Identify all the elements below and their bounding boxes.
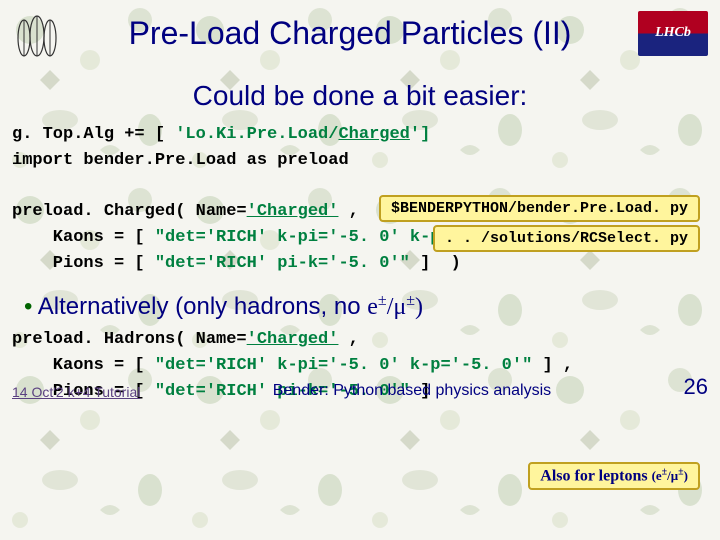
code-text: Kaons = [ [12, 228, 155, 247]
symbol: ) [415, 294, 423, 320]
callout-text: Also for leptons [540, 467, 651, 484]
code-text: , [338, 330, 358, 349]
page-title: Pre-Load Charged Particles (II) [62, 15, 638, 52]
footer: 14 Oct'2 k+4 Tutorial Bender: Python bas… [0, 374, 720, 400]
code-string: 'Charged' [247, 330, 339, 349]
bullet-alternative: • Alternatively (only hadrons, no e±/μ±) [0, 278, 720, 327]
logo-right: LHCb [638, 11, 708, 56]
code-block-1: g. Top.Alg += [ 'Lo.Ki.Pre.Load/Charged'… [0, 122, 720, 175]
code-string: 'Charged' [247, 202, 339, 221]
code-string: "det='RICH' pi-k='-5. 0'" [155, 254, 410, 273]
code-text: preload. Hadrons( Name= [12, 330, 247, 349]
symbol: ± [406, 292, 415, 309]
code-text: g. Top.Alg += [ [12, 125, 175, 144]
logo-right-top: LHCb [655, 25, 691, 41]
logo-left [12, 8, 62, 58]
symbol: e [367, 294, 378, 320]
code-text: ] ) [410, 254, 461, 273]
symbol: /μ [387, 294, 407, 320]
callout-path-1: $BENDERPYTHON/bender.Pre.Load. py [379, 195, 700, 222]
code-string: '] [410, 125, 430, 144]
code-text: preload. Charged( Name= [12, 202, 247, 221]
code-text: Pions = [ [12, 254, 155, 273]
callout-leptons: Also for leptons (e±/μ±) [528, 462, 700, 490]
bullet-text: Alternatively (only hadrons, no [38, 293, 368, 320]
code-text: import bender.Pre.Load as preload [12, 148, 708, 174]
header: Pre-Load Charged Particles (II) LHCb [0, 0, 720, 62]
code-text: ] , [532, 356, 573, 375]
subtitle: Could be done a bit easier: [0, 80, 720, 112]
symbol: ± [378, 292, 387, 309]
code-string: 'Lo.Ki.Pre.Load/ [175, 125, 338, 144]
footer-title: Bender: Python based physics analysis [140, 382, 683, 400]
bullet-marker: • [24, 293, 32, 320]
footer-date: 14 Oct'2 k+4 Tutorial [12, 384, 140, 400]
page-number: 26 [684, 374, 708, 400]
callout-path-2: . . /solutions/RCSelect. py [433, 225, 700, 252]
code-text: Kaons = [ [12, 356, 155, 375]
code-string: "det='RICH' k-pi='-5. 0' k-p='-5. 0'" [155, 356, 532, 375]
code-string: Charged [338, 125, 409, 144]
code-text: , [338, 202, 358, 221]
